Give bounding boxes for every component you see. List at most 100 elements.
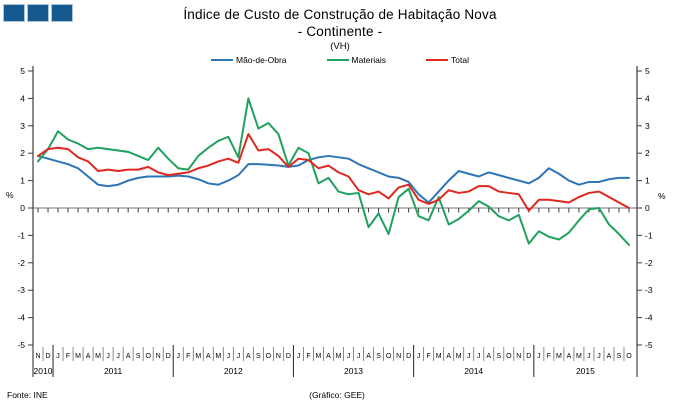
svg-text:1: 1 <box>645 176 650 186</box>
svg-text:A: A <box>126 353 131 360</box>
svg-text:A: A <box>326 353 331 360</box>
svg-text:-2: -2 <box>645 258 653 268</box>
svg-text:M: M <box>75 353 81 360</box>
svg-text:O: O <box>145 353 151 360</box>
svg-text:J: J <box>56 353 60 360</box>
svg-text:J: J <box>116 353 120 360</box>
svg-text:-4: -4 <box>17 313 25 323</box>
svg-text:M: M <box>556 353 562 360</box>
svg-text:4: 4 <box>645 93 650 103</box>
svg-text:O: O <box>626 353 632 360</box>
legend-line-swatch-green <box>326 58 349 62</box>
svg-text:1: 1 <box>20 176 25 186</box>
svg-text:%: % <box>6 190 14 200</box>
legend-label: Total <box>451 55 469 65</box>
svg-text:A: A <box>446 353 451 360</box>
svg-text:J: J <box>106 353 110 360</box>
svg-text:O: O <box>506 353 512 360</box>
logo-square <box>51 4 73 22</box>
svg-text:5: 5 <box>645 66 650 76</box>
svg-text:2010: 2010 <box>34 366 53 376</box>
svg-text:M: M <box>316 353 322 360</box>
logo-square <box>3 4 25 22</box>
svg-text:-1: -1 <box>17 230 25 240</box>
legend-label: Mão-de-Obra <box>235 55 287 65</box>
svg-text:A: A <box>86 353 91 360</box>
svg-text:O: O <box>266 353 272 360</box>
svg-text:-5: -5 <box>17 340 25 350</box>
svg-text:%: % <box>658 191 666 201</box>
svg-text:N: N <box>396 353 401 360</box>
svg-text:F: F <box>427 353 431 360</box>
source-note: Fonte: INE <box>7 390 48 400</box>
svg-text:-1: -1 <box>645 230 653 240</box>
svg-text:4: 4 <box>20 93 25 103</box>
svg-text:2: 2 <box>20 148 25 158</box>
svg-text:A: A <box>206 353 211 360</box>
svg-text:N: N <box>276 353 281 360</box>
svg-text:J: J <box>297 353 301 360</box>
legend-item-materiais: Materiais <box>326 55 387 65</box>
svg-text:-3: -3 <box>17 285 25 295</box>
svg-text:-2: -2 <box>17 258 25 268</box>
svg-text:M: M <box>195 353 201 360</box>
svg-text:0: 0 <box>645 203 650 213</box>
svg-text:F: F <box>547 353 551 360</box>
svg-text:M: M <box>576 353 582 360</box>
legend-label: Materiais <box>351 55 387 65</box>
svg-text:A: A <box>486 353 491 360</box>
svg-text:2: 2 <box>645 148 650 158</box>
svg-text:J: J <box>227 353 231 360</box>
svg-text:D: D <box>45 353 50 360</box>
svg-text:S: S <box>376 353 381 360</box>
chart-title-line2: - Continente - <box>297 24 383 39</box>
credit-note: (Gráfico: GEE) <box>309 390 365 400</box>
svg-text:-4: -4 <box>645 313 653 323</box>
svg-text:F: F <box>186 353 190 360</box>
svg-text:J: J <box>417 353 421 360</box>
svg-text:J: J <box>587 353 591 360</box>
svg-text:D: D <box>526 353 531 360</box>
svg-text:2014: 2014 <box>464 366 483 376</box>
svg-text:-5: -5 <box>645 340 653 350</box>
svg-text:F: F <box>66 353 70 360</box>
svg-text:S: S <box>256 353 261 360</box>
svg-text:A: A <box>246 353 251 360</box>
svg-text:2012: 2012 <box>224 366 243 376</box>
svg-text:2013: 2013 <box>344 366 363 376</box>
svg-text:J: J <box>537 353 541 360</box>
svg-text:N: N <box>35 353 40 360</box>
svg-text:J: J <box>357 353 361 360</box>
legend-line-swatch-blue <box>210 58 233 62</box>
svg-text:N: N <box>156 353 161 360</box>
svg-text:F: F <box>306 353 310 360</box>
svg-text:0: 0 <box>20 203 25 213</box>
svg-text:J: J <box>477 353 481 360</box>
svg-text:-3: -3 <box>645 285 653 295</box>
svg-text:2011: 2011 <box>104 366 123 376</box>
svg-text:A: A <box>567 353 572 360</box>
svg-text:3: 3 <box>645 121 650 131</box>
logo-squares <box>3 4 73 22</box>
chart-legend: Mão-de-Obra Materiais Total <box>0 55 680 65</box>
svg-text:S: S <box>617 353 622 360</box>
svg-text:A: A <box>607 353 612 360</box>
svg-text:D: D <box>406 353 411 360</box>
chart-title-line1: Índice de Custo de Construção de Habitaç… <box>183 7 497 22</box>
svg-text:M: M <box>436 353 442 360</box>
chart-subtitle: (VH) <box>330 41 350 52</box>
chart-title: Índice de Custo de Construção de Habitaç… <box>0 6 680 40</box>
svg-text:J: J <box>176 353 180 360</box>
svg-text:S: S <box>496 353 501 360</box>
svg-text:D: D <box>286 353 291 360</box>
svg-text:M: M <box>456 353 462 360</box>
logo-square <box>27 4 49 22</box>
svg-text:M: M <box>336 353 342 360</box>
legend-item-mao-de-obra: Mão-de-Obra <box>210 55 287 65</box>
svg-text:J: J <box>347 353 351 360</box>
svg-text:M: M <box>95 353 101 360</box>
svg-text:M: M <box>215 353 221 360</box>
svg-text:J: J <box>597 353 601 360</box>
